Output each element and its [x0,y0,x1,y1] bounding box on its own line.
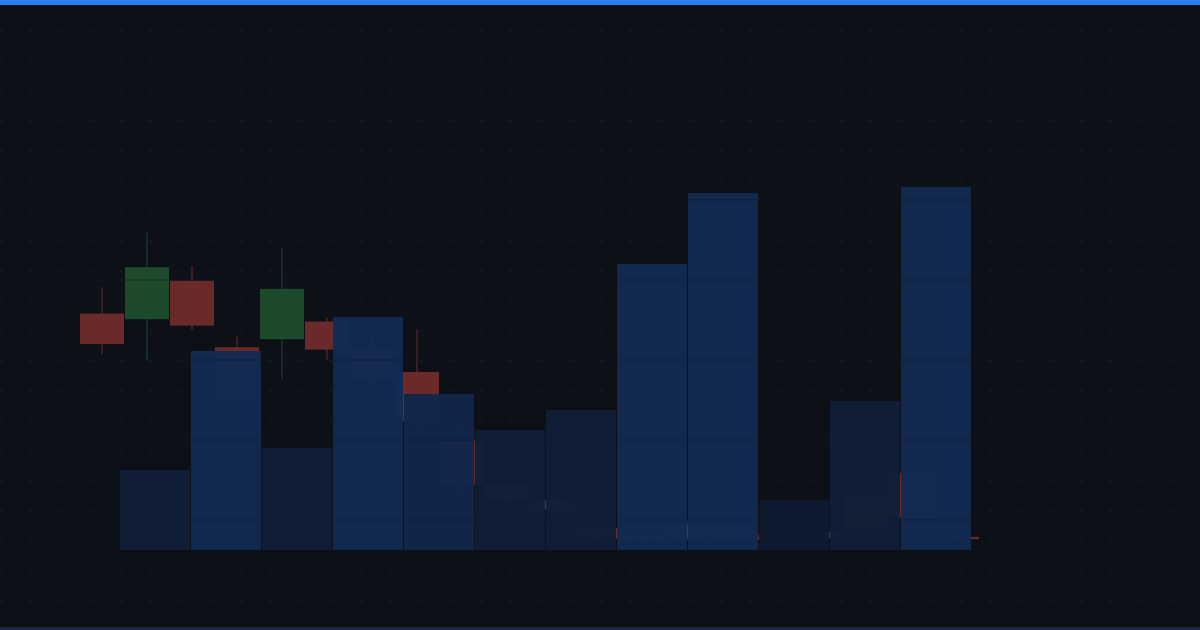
candle-body [170,280,214,326]
volume-bar [688,193,758,550]
volume-bar [475,430,545,550]
volume-bar [262,448,332,550]
volume-bar [191,351,261,550]
volume-bar [120,470,190,550]
volume-bar [830,401,900,550]
candle-body [125,267,169,320]
volume-bar [546,410,616,550]
volume-bar [333,317,403,550]
volume-bar [617,264,687,550]
candle-body [260,288,304,340]
volume-bar [901,187,971,550]
volume-bar [404,394,474,550]
volume-bar [759,500,829,550]
bottom-border [0,627,1200,630]
top-accent [0,0,1200,5]
candle-body [80,313,124,344]
